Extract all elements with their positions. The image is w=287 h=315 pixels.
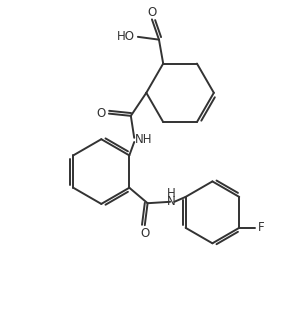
Text: N: N [167,195,176,208]
Text: NH: NH [135,133,153,146]
Text: O: O [96,107,106,120]
Text: O: O [147,6,157,19]
Text: HO: HO [117,30,135,43]
Text: O: O [140,226,150,239]
Text: H: H [167,187,176,200]
Text: F: F [257,221,264,234]
